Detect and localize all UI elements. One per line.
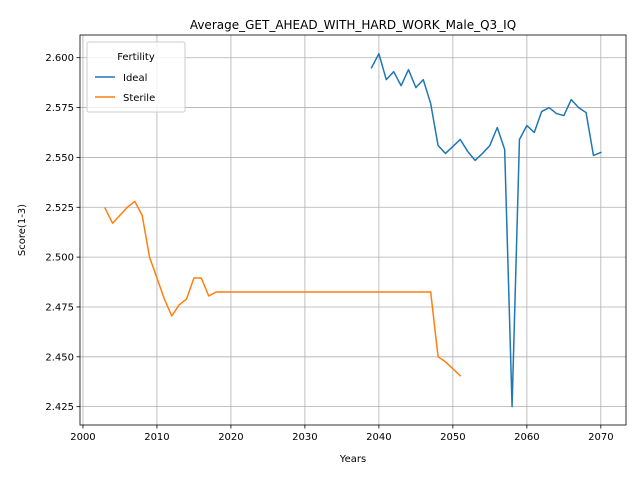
x-tick-label: 2050 xyxy=(440,432,465,443)
y-tick-label: 2.550 xyxy=(45,153,74,164)
x-tick-label: 2040 xyxy=(366,432,391,443)
x-tick-label: 2070 xyxy=(588,432,613,443)
y-tick-label: 2.450 xyxy=(45,352,74,363)
x-tick-label: 2060 xyxy=(514,432,539,443)
chart-title: Average_GET_AHEAD_WITH_HARD_WORK_Male_Q3… xyxy=(190,18,516,32)
legend-label-sterile: Sterile xyxy=(123,93,155,104)
legend-label-ideal: Ideal xyxy=(123,73,147,84)
y-tick-label: 2.575 xyxy=(45,103,74,114)
y-tick-label: 2.425 xyxy=(45,402,74,413)
y-tick-label: 2.475 xyxy=(45,302,74,313)
x-tick-label: 2020 xyxy=(218,432,243,443)
x-tick-label: 2010 xyxy=(144,432,169,443)
x-tick-label: 2030 xyxy=(292,432,317,443)
y-tick-label: 2.500 xyxy=(45,253,74,264)
legend: Fertility Ideal Sterile xyxy=(87,42,185,112)
x-axis-label: Years xyxy=(339,454,366,465)
y-axis-label: Score(1-3) xyxy=(17,204,28,256)
y-tick-label: 2.525 xyxy=(45,203,74,214)
x-tick-label: 2000 xyxy=(70,432,95,443)
y-tick-label: 2.600 xyxy=(45,53,74,64)
legend-title: Fertility xyxy=(117,52,155,63)
